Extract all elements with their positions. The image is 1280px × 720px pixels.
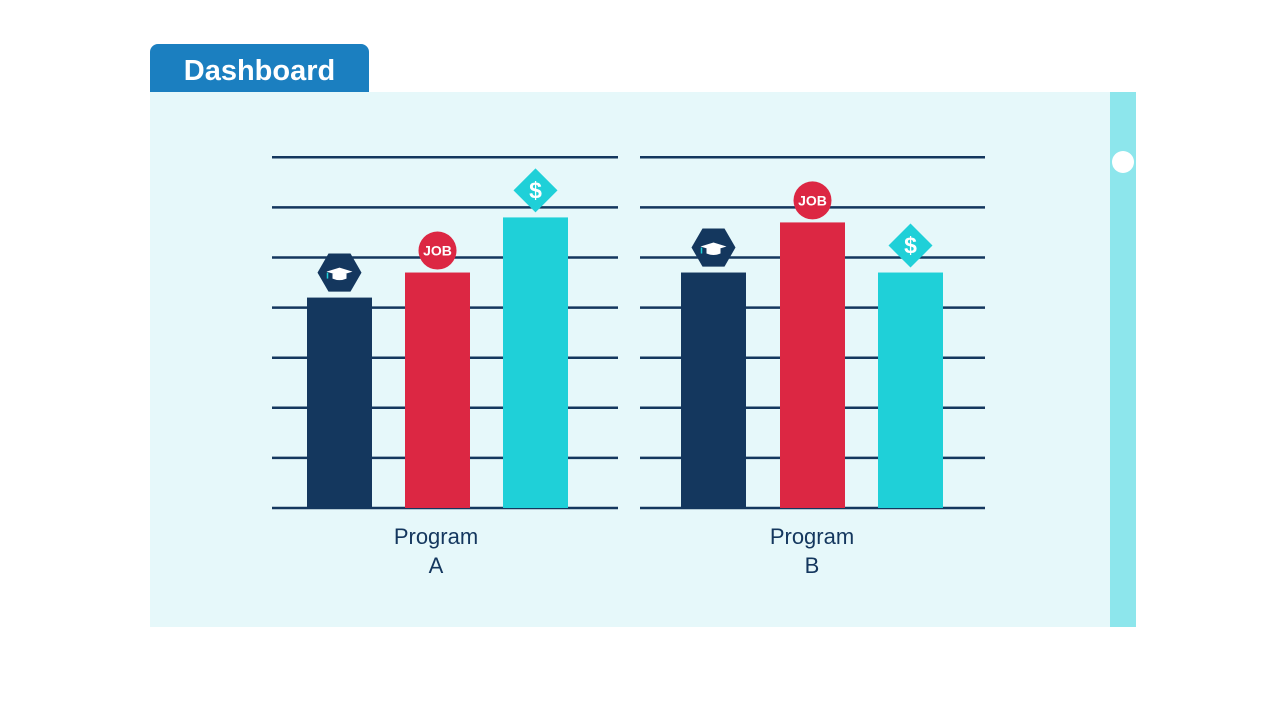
dollar-text: $ — [529, 177, 542, 203]
diamond — [888, 223, 933, 268]
chart-a: JOB $ — [272, 156, 618, 510]
scrollbar-thumb[interactable] — [1112, 151, 1134, 173]
bar-education — [307, 297, 372, 508]
chart-b-xlabel: Program B — [712, 522, 912, 580]
cap-base — [706, 248, 721, 256]
dollar-diamond-icon: $ — [888, 223, 933, 268]
dollar-text: $ — [904, 233, 917, 259]
job-badge-icon: JOB — [418, 231, 457, 270]
dashboard-tab[interactable]: Dashboard — [150, 44, 369, 92]
graduation-cap-icon — [691, 228, 736, 267]
xlabel-line: Program — [769, 524, 855, 549]
xlabel-line: Program — [393, 524, 479, 549]
scrollbar[interactable] — [1110, 92, 1136, 627]
chart-a-xlabel: Program A — [336, 522, 536, 580]
job-circle — [418, 231, 457, 270]
chart-b: JOB $ — [640, 156, 985, 510]
bar-income — [503, 217, 568, 509]
job-text: JOB — [798, 192, 827, 208]
diamond — [513, 168, 558, 213]
job-text: JOB — [423, 243, 452, 259]
bar-job — [405, 272, 470, 508]
job-badge-icon: JOB — [793, 181, 832, 220]
graduation-cap-icon — [317, 253, 362, 292]
job-circle — [793, 181, 832, 220]
bar-income — [878, 272, 943, 508]
xlabel-line: A — [428, 553, 444, 578]
xlabel-line: B — [804, 553, 820, 578]
cap-base — [332, 273, 347, 281]
dollar-diamond-icon: $ — [513, 168, 558, 213]
bar-job — [780, 222, 845, 508]
bar-education — [681, 272, 746, 508]
